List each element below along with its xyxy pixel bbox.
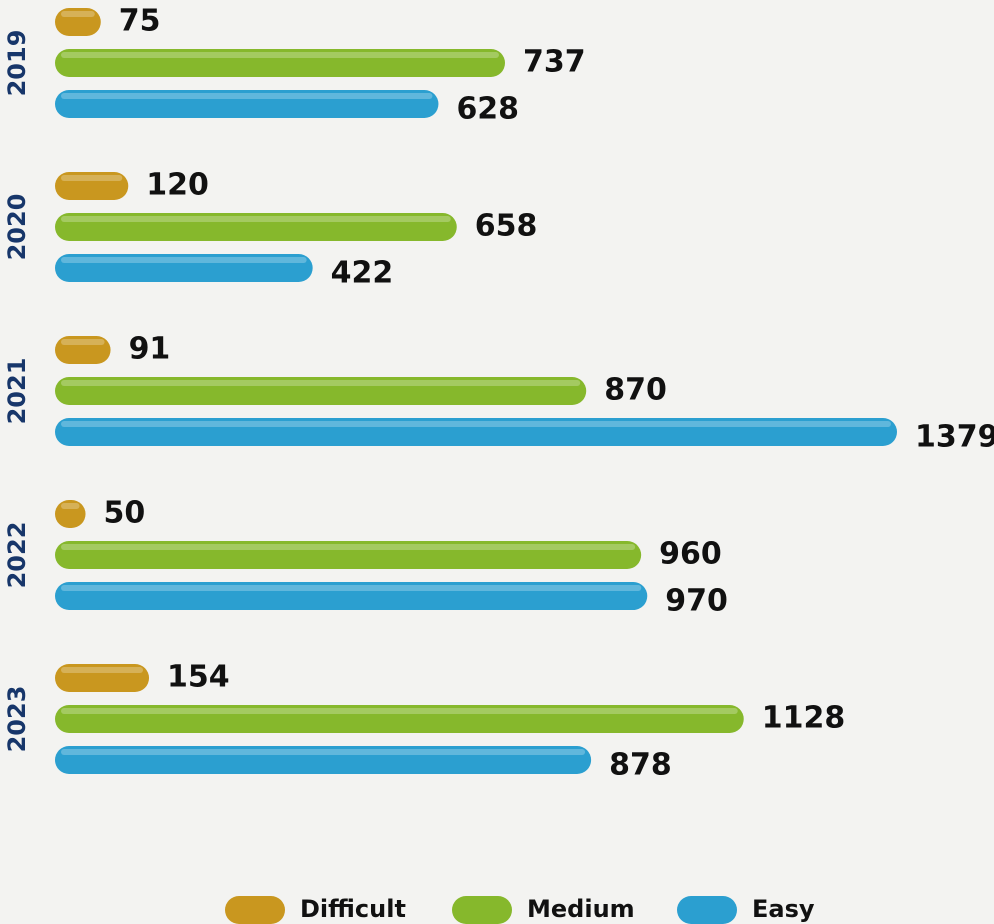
- bar: [55, 746, 592, 774]
- bar-highlight: [61, 667, 144, 673]
- value-label: 878: [609, 748, 672, 783]
- bar-highlight: [61, 93, 433, 99]
- bar-highlight: [61, 339, 105, 345]
- bar-highlight: [61, 421, 891, 427]
- bar-highlight: [61, 380, 581, 386]
- value-label: 91: [129, 332, 171, 367]
- value-label: 422: [331, 256, 394, 291]
- bar-highlight: [61, 503, 80, 509]
- category-label: 2020: [3, 194, 31, 261]
- bar-highlight: [61, 749, 586, 755]
- bar-highlight: [61, 257, 307, 263]
- legend-label: Medium: [527, 895, 635, 923]
- value-label: 628: [456, 92, 519, 127]
- bar-highlight: [61, 585, 642, 591]
- value-label: 960: [659, 537, 722, 572]
- bar: [55, 90, 439, 118]
- value-label: 737: [523, 45, 586, 80]
- value-label: 658: [475, 209, 538, 244]
- bar: [55, 582, 648, 610]
- category-label: 2019: [3, 30, 31, 97]
- legend-swatch: [677, 896, 737, 924]
- bar-highlight: [61, 52, 500, 58]
- value-label: 120: [146, 168, 209, 203]
- bar: [55, 8, 101, 36]
- value-label: 50: [104, 496, 146, 531]
- bar: [55, 418, 897, 446]
- bar: [55, 664, 150, 692]
- legend-swatch: [452, 896, 512, 924]
- category-label: 2022: [3, 522, 31, 589]
- value-label: 1128: [762, 701, 846, 736]
- bar-highlight: [61, 708, 738, 714]
- value-label: 154: [167, 660, 230, 695]
- bar: [55, 705, 744, 733]
- category-label: 2023: [3, 686, 31, 753]
- bar: [55, 541, 642, 569]
- bar-highlight: [61, 544, 636, 550]
- bar: [55, 377, 587, 405]
- value-label: 75: [119, 4, 161, 39]
- category-label: 2021: [3, 358, 31, 425]
- value-label: 1379: [915, 420, 994, 455]
- value-label: 970: [665, 584, 728, 619]
- legend-label: Difficult: [300, 895, 406, 923]
- bar: [55, 213, 457, 241]
- legend-label: Easy: [752, 895, 815, 923]
- bar: [55, 500, 86, 528]
- bar: [55, 254, 313, 282]
- bar: [55, 172, 129, 200]
- bar-highlight: [61, 11, 95, 17]
- bar: [55, 336, 111, 364]
- bar-highlight: [61, 216, 451, 222]
- legend-swatch: [225, 896, 285, 924]
- bar-highlight: [61, 175, 123, 181]
- bar: [55, 49, 506, 77]
- value-label: 870: [604, 373, 667, 408]
